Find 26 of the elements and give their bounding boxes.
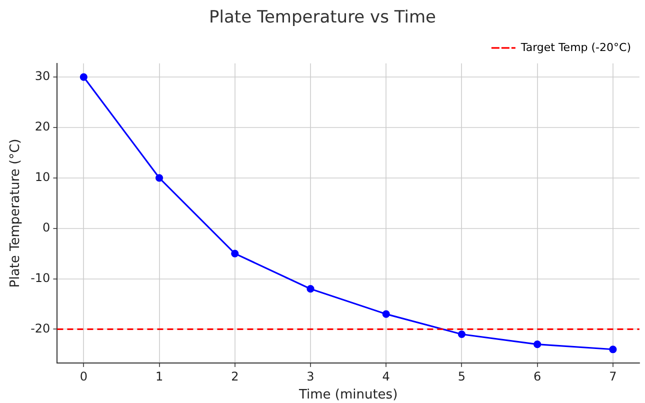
point (382, 310, 390, 318)
y-tick-label: 0 (42, 220, 50, 234)
x-tick-label: 1 (155, 369, 164, 384)
legend-label: Target Temp (-20°C) (520, 40, 632, 54)
x-tick-label: 6 (534, 369, 542, 384)
y-tick-label: -20 (30, 321, 50, 336)
x-tick-label: 7 (609, 369, 617, 384)
point (458, 330, 466, 338)
x-axis-title: Time (minutes) (298, 388, 398, 403)
x-tick-label: 4 (382, 369, 390, 384)
point (306, 285, 314, 293)
y-tick-label: 20 (34, 120, 50, 134)
x-tick-label: 5 (458, 369, 466, 384)
x-tick-label: 3 (306, 369, 314, 384)
point (231, 250, 239, 258)
point (155, 174, 164, 182)
y-tick-label: 10 (34, 170, 50, 184)
y-tick-label: -10 (30, 270, 50, 285)
y-tick-label: 30 (34, 69, 50, 84)
x-tick-label: 0 (80, 369, 88, 384)
point (534, 340, 542, 348)
chart-title: Plate Temperature vs Time (209, 8, 436, 28)
point (609, 346, 617, 354)
y-axis-title: Plate Temperature (°C) (8, 138, 24, 288)
x-tick-label: 2 (231, 369, 239, 384)
point (80, 73, 88, 81)
